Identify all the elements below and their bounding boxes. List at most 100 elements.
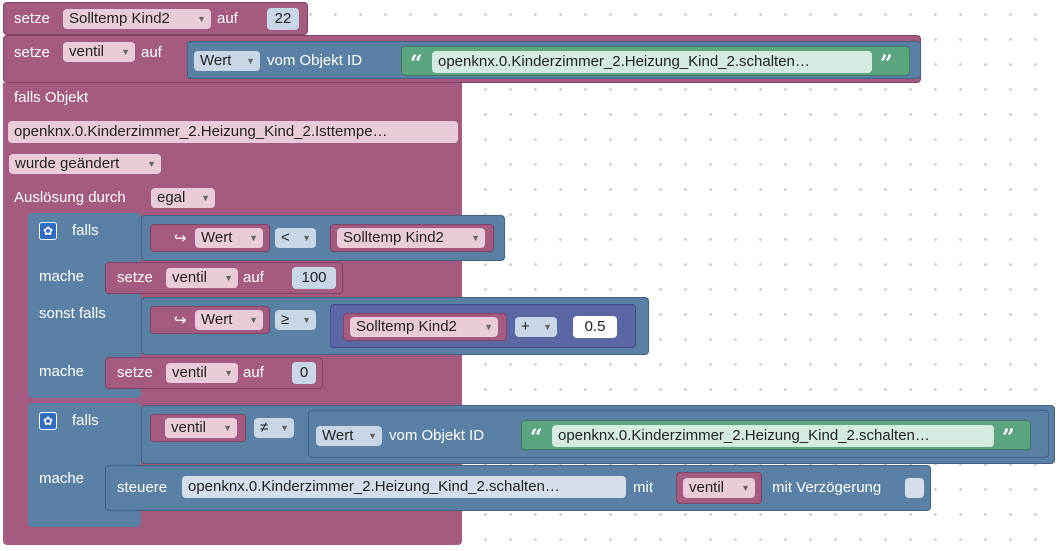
operator-dropdown-lt[interactable]: < ▼ [275,228,316,248]
operator-dropdown-ne[interactable]: ≠ ▼ [254,418,294,438]
chevron-down-icon: ▼ [249,233,258,243]
auf-label: auf [243,364,264,381]
auf-label: auf [141,44,162,61]
compare-block-3[interactable]: ventil ▼ ≠ ▼ Wert ▼ vom Objekt ID “ openknx… [141,405,1055,464]
chevron-down-icon: ▼ [484,322,493,332]
wert-param-dropdown[interactable]: Wert ▼ [195,228,263,248]
setze-label: setze [14,44,50,61]
set-solltemp-block[interactable]: setze Solltemp Kind2 ▼ auf 22 [3,2,308,35]
wert-param-block[interactable]: ↪ Wert ▼ [150,306,270,334]
chevron-down-icon: ▼ [471,233,480,243]
object-id-text: openknx.0.Kinderzimmer_2.Heizung_Kind_2.… [438,53,810,70]
delay-label: mit Verzögerung [772,479,882,496]
trigger-object-field[interactable]: openknx.0.Kinderzimmer_2.Heizung_Kind_2.… [8,121,458,143]
vom-objekt-label: vom Objekt ID [389,427,485,444]
trigger-title: falls Objekt [14,89,89,106]
variable-dropdown-solltemp[interactable]: Solltemp Kind2 ▼ [63,9,211,29]
operator-value: ≥ [281,311,290,328]
math-block-plus[interactable]: Solltemp Kind2 ▼ + ▼ 0.5 [330,304,636,348]
number-value: 100 [301,269,327,286]
variable-block-ventil[interactable]: ventil ▼ [676,472,762,504]
falls-label: falls [72,412,99,429]
variable-name: ventil [69,43,105,60]
number-block-22[interactable]: 22 [267,8,299,30]
get-value-block[interactable]: Wert ▼ vom Objekt ID “ openknx.0.Kinderzi… [308,410,1049,458]
number-block-0-5[interactable]: 0.5 [569,313,625,341]
vom-objekt-label: vom Objekt ID [267,52,363,69]
gear-icon[interactable]: ✿ [39,412,57,430]
ausloesung-dropdown[interactable]: egal ▼ [151,188,215,208]
number-block-0[interactable]: 0 [292,362,316,384]
object-id-field[interactable]: openknx.0.Kinderzimmer_2.Heizung_Kind_2.… [552,425,994,447]
compare-block-1[interactable]: ↪ Wert ▼ < ▼ Solltemp Kind2 ▼ [141,215,505,261]
number-block-100[interactable]: 100 [292,267,336,289]
operator-value: < [281,229,290,246]
chevron-down-icon: ▼ [543,322,552,332]
variable-block-solltemp[interactable]: Solltemp Kind2 ▼ [343,313,507,341]
variable-name: ventil [172,364,208,381]
return-arrow-icon: ↪ [174,312,187,329]
object-id-field[interactable]: openknx.0.Kinderzimmer_2.Heizung_Kind_2.… [432,51,872,73]
delay-checkbox[interactable] [905,478,924,498]
steuere-label: steuere [117,479,168,496]
number-value: 0.5 [584,318,606,335]
wert-label: Wert [201,229,233,246]
variable-dropdown-ventil[interactable]: ventil ▼ [166,363,238,383]
variable-name: Solltemp Kind2 [356,318,457,335]
operator-value: + [521,318,530,335]
target-object-text: openknx.0.Kinderzimmer_2.Heizung_Kind_2.… [188,478,560,495]
variable-dropdown-ventil[interactable]: ventil ▼ [165,418,237,438]
variable-dropdown-ventil[interactable]: ventil ▼ [166,268,238,288]
chevron-down-icon: ▼ [201,193,210,203]
operator-value: ≠ [260,419,269,436]
set-ventil-100-block[interactable]: setze ventil ▼ auf 100 [105,262,343,294]
number-value: 22 [274,10,292,27]
variable-block-solltemp[interactable]: Solltemp Kind2 ▼ [330,224,494,252]
math-operator-dropdown[interactable]: + ▼ [515,317,557,337]
wert-dropdown[interactable]: Wert ▼ [194,51,260,71]
close-quote-icon: ” [1002,425,1015,451]
chevron-down-icon: ▼ [302,315,311,325]
variable-dropdown-solltemp[interactable]: Solltemp Kind2 ▼ [350,317,498,337]
wert-dropdown[interactable]: Wert ▼ [316,426,382,446]
variable-name: ventil [689,479,725,496]
setze-label: setze [117,269,153,286]
chevron-down-icon: ▼ [224,368,233,378]
text-block-object-id[interactable]: “ openknx.0.Kinderzimmer_2.Heizung_Kind_… [521,420,1031,450]
wert-label: Wert [322,427,354,444]
chevron-down-icon: ▼ [223,423,232,433]
mache-label: mache [39,363,85,380]
target-object-field[interactable]: openknx.0.Kinderzimmer_2.Heizung_Kind_2.… [182,476,626,498]
text-block-object-id[interactable]: “ openknx.0.Kinderzimmer_2.Heizung_Kind_… [401,46,910,76]
control-object-block[interactable]: steuere openknx.0.Kinderzimmer_2.Heizung… [105,465,931,511]
gear-icon[interactable]: ✿ [39,222,57,240]
operator-dropdown-ge[interactable]: ≥ ▼ [275,310,316,330]
variable-name: Solltemp Kind2 [343,229,444,246]
chevron-down-icon: ▼ [249,315,258,325]
number-field[interactable]: 0.5 [573,316,617,338]
set-ventil-0-block[interactable]: setze ventil ▼ auf 0 [105,357,323,389]
variable-dropdown-ventil[interactable]: ventil ▼ [683,478,755,498]
variable-name: ventil [172,269,208,286]
wert-param-dropdown[interactable]: Wert ▼ [195,310,263,330]
chevron-down-icon: ▼ [246,56,255,66]
mit-label: mit [633,479,653,496]
compare-block-2[interactable]: ↪ Wert ▼ ≥ ▼ Solltemp Kind2 ▼ + ▼ 0.5 [141,297,649,355]
chevron-down-icon: ▼ [147,159,156,169]
variable-dropdown-ventil[interactable]: ventil ▼ [63,42,135,62]
mache-label: mache [39,470,85,487]
setze-label: setze [14,10,50,27]
ausloesung-value: egal [157,189,186,206]
setze-label: setze [117,364,153,381]
event-dropdown[interactable]: wurde geändert ▼ [9,154,161,174]
chevron-down-icon: ▼ [302,233,311,243]
variable-dropdown-solltemp[interactable]: Solltemp Kind2 ▼ [337,228,485,248]
wert-label: Wert [201,311,233,328]
get-value-block[interactable]: Wert ▼ vom Objekt ID “ openknx.0.Kinderzi… [187,41,921,79]
open-quote-icon: “ [410,51,423,77]
sonst-falls-label: sonst falls [39,305,106,322]
set-ventil-block[interactable]: setze ventil ▼ auf Wert ▼ vom Objekt ID “ … [3,35,921,83]
wert-param-block[interactable]: ↪ Wert ▼ [150,224,270,252]
variable-block-ventil[interactable]: ventil ▼ [150,414,246,442]
open-quote-icon: “ [530,425,543,451]
